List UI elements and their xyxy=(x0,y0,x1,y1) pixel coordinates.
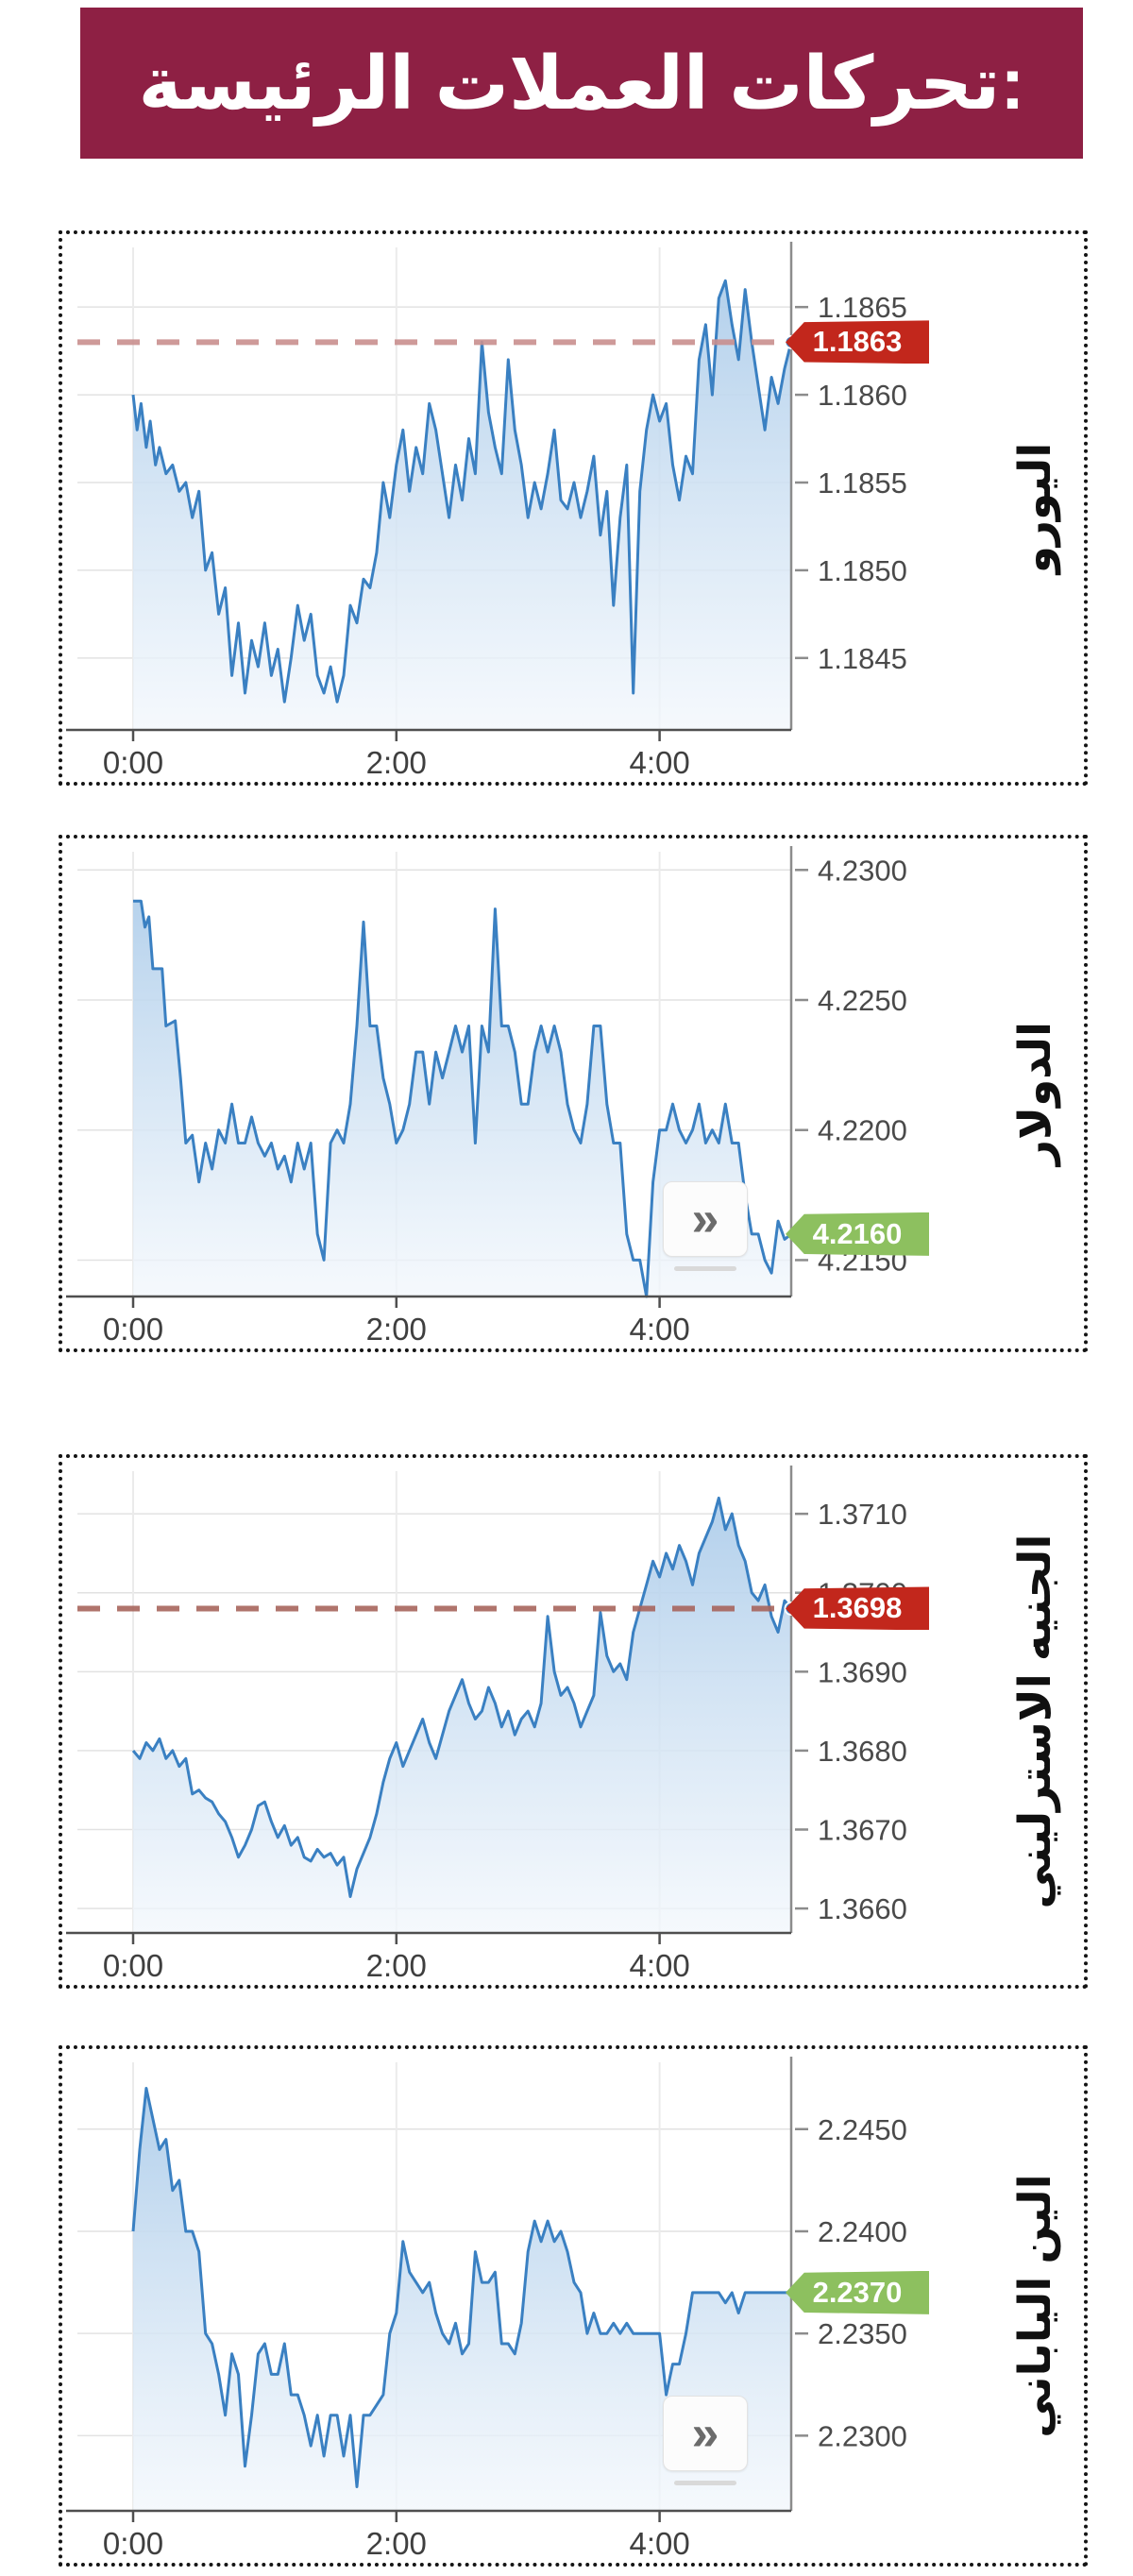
svg-text:1.3690: 1.3690 xyxy=(818,1655,907,1688)
svg-text:2:00: 2:00 xyxy=(366,2526,427,2561)
svg-text:0:00: 0:00 xyxy=(103,1312,163,1347)
svg-text:4.2300: 4.2300 xyxy=(818,854,907,887)
svg-text:2.2400: 2.2400 xyxy=(818,2215,907,2248)
svg-text:4.2200: 4.2200 xyxy=(818,1114,907,1147)
svg-text:1.1860: 1.1860 xyxy=(818,379,907,412)
svg-text:1.1865: 1.1865 xyxy=(818,291,907,324)
svg-text:1.1845: 1.1845 xyxy=(818,642,907,675)
svg-text:4:00: 4:00 xyxy=(629,745,689,780)
yen-line-chart: 2.2450 2.2400 2.2350 2.2300 0:00 2:00 4:00 xyxy=(66,2057,907,2561)
svg-text:1.1855: 1.1855 xyxy=(818,466,907,500)
svg-text:1.3660: 1.3660 xyxy=(818,1892,907,1925)
svg-text:2:00: 2:00 xyxy=(366,1312,427,1347)
svg-text:2.2350: 2.2350 xyxy=(818,2317,907,2350)
euro-line-chart: 1.1865 1.1860 1.1855 1.1850 1.1845 0:00 2:00 4:… xyxy=(66,242,907,780)
yen-chart-panel: 2.2450 2.2400 2.2350 2.2300 0:00 2:00 4:00 2.2… xyxy=(59,2045,1088,2567)
dollar-chart-panel: 4.2300 4.2250 4.2200 4.2150 0:00 2:00 4:00 4.2… xyxy=(59,835,1088,1352)
currency-name-label: الين الياباني xyxy=(1009,2174,1059,2438)
currency-name-label: الجنيه الاسترليني xyxy=(1009,1534,1059,1909)
svg-text:4:00: 4:00 xyxy=(629,1948,689,1983)
svg-text:1.3710: 1.3710 xyxy=(818,1498,907,1531)
expand-button-underline xyxy=(674,1266,736,1271)
current-price-value: 4.2160 xyxy=(812,1216,903,1250)
svg-text:1.3680: 1.3680 xyxy=(818,1735,907,1768)
svg-text:1.1850: 1.1850 xyxy=(818,554,907,587)
current-price-badge: 1.1863 xyxy=(786,320,929,364)
current-price-value: 1.3698 xyxy=(812,1591,903,1625)
expand-chart-button[interactable]: » xyxy=(663,1181,748,1257)
svg-text:4:00: 4:00 xyxy=(629,1312,689,1347)
svg-text:2:00: 2:00 xyxy=(366,1948,427,1983)
current-price-value: 2.2370 xyxy=(812,2275,903,2309)
svg-text:0:00: 0:00 xyxy=(103,1948,163,1983)
current-price-badge: 1.3698 xyxy=(786,1586,929,1631)
expand-button-underline xyxy=(674,2481,736,2485)
expand-chart-button[interactable]: » xyxy=(663,2396,748,2471)
svg-text:2.2450: 2.2450 xyxy=(818,2113,907,2146)
svg-text:4.2250: 4.2250 xyxy=(818,984,907,1017)
currency-label-column: اليورو xyxy=(988,234,1082,782)
current-price-badge: 2.2370 xyxy=(786,2270,929,2314)
svg-text:1.3670: 1.3670 xyxy=(818,1813,907,1846)
page-title: تحركات العملات الرئيسة: xyxy=(138,41,1025,125)
svg-text:0:00: 0:00 xyxy=(103,745,163,780)
currency-label-column: الدولار xyxy=(988,839,1082,1348)
sterling-line-chart: 1.37101.37001.36901.36801.36701.36600:00… xyxy=(66,1466,907,1983)
double-chevron-right-icon: » xyxy=(691,2406,719,2461)
currency-name-label: اليورو xyxy=(1009,442,1059,574)
header-banner: تحركات العملات الرئيسة: xyxy=(80,8,1083,159)
currency-label-column: الجنيه الاسترليني xyxy=(988,1458,1082,1985)
svg-text:4:00: 4:00 xyxy=(629,2526,689,2561)
currency-label-column: الين الياباني xyxy=(988,2049,1082,2563)
currency-name-label: الدولار xyxy=(1009,1021,1059,1166)
svg-text:2:00: 2:00 xyxy=(366,745,427,780)
current-price-value: 1.1863 xyxy=(812,325,903,359)
sterling-chart-panel: 1.37101.37001.36901.36801.36701.36600:00… xyxy=(59,1454,1088,1989)
current-price-badge: 4.2160 xyxy=(786,1212,929,1256)
euro-chart-panel: 1.1865 1.1860 1.1855 1.1850 1.1845 0:00 2:00 4:… xyxy=(59,230,1088,786)
double-chevron-right-icon: » xyxy=(691,1192,719,1246)
svg-text:2.2300: 2.2300 xyxy=(818,2419,907,2452)
svg-text:0:00: 0:00 xyxy=(103,2526,163,2561)
